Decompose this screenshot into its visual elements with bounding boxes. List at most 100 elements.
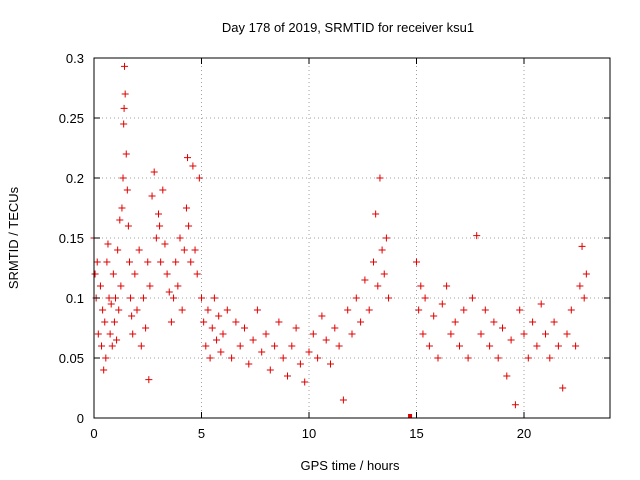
data-point [152, 234, 160, 242]
data-point [533, 342, 541, 350]
data-point [258, 348, 266, 356]
data-point [550, 318, 558, 326]
data-point [419, 330, 427, 338]
data-point [116, 216, 124, 224]
data-point [456, 342, 463, 350]
data-point [118, 204, 126, 212]
data-point [99, 306, 107, 314]
data-point [417, 282, 425, 290]
data-point [195, 174, 203, 182]
data-point [421, 294, 429, 302]
data-point [464, 354, 472, 362]
data-point [382, 234, 390, 242]
data-point [193, 270, 201, 278]
data-point [124, 222, 132, 230]
data-point [301, 378, 309, 386]
data-point [520, 330, 528, 338]
data-point [559, 384, 567, 392]
data-point [241, 324, 248, 332]
data-point [112, 294, 119, 302]
data-point [157, 258, 165, 266]
data-point [582, 270, 590, 278]
data-point [572, 342, 580, 350]
data-point [438, 300, 446, 308]
data-point [213, 336, 221, 344]
data-point [223, 306, 231, 314]
data-point [129, 330, 137, 338]
data-point [318, 312, 326, 320]
data-point [430, 312, 438, 320]
data-point [120, 120, 128, 128]
data-point [108, 342, 116, 350]
data-point [135, 246, 143, 254]
data-point [122, 150, 130, 158]
data-point [208, 324, 216, 332]
data-point [120, 104, 128, 112]
data-point [121, 90, 129, 98]
x-tick-label: 0 [90, 426, 97, 441]
x-tick-label: 15 [409, 426, 423, 441]
data-point [101, 318, 109, 326]
data-point [473, 232, 481, 240]
plot-frame [93, 57, 611, 419]
data-point [106, 330, 114, 338]
data-point [578, 242, 586, 250]
data-point [503, 372, 511, 380]
data-point [215, 312, 223, 320]
data-point [468, 294, 476, 302]
data-point [105, 294, 113, 302]
grid-lines [94, 58, 610, 418]
data-point [385, 294, 393, 302]
data-point [477, 330, 485, 338]
data-point [376, 174, 384, 182]
data-point [494, 354, 502, 362]
y-tick-label: 0 [77, 411, 84, 426]
data-point [170, 294, 178, 302]
data-point [490, 318, 498, 326]
data-point [335, 342, 343, 350]
data-point [275, 318, 283, 326]
data-point [125, 258, 133, 266]
data-point [217, 348, 225, 356]
data-point [144, 258, 152, 266]
data-point [284, 372, 291, 380]
data-point [202, 342, 210, 350]
y-tick-label: 0.25 [59, 111, 84, 126]
data-point [546, 354, 554, 362]
data-point [271, 342, 279, 350]
data-point [104, 240, 112, 248]
data-point [361, 276, 369, 284]
data-point [567, 306, 575, 314]
data-point [113, 336, 121, 344]
data-point [499, 324, 506, 332]
data-point [146, 282, 154, 290]
data-point [374, 282, 382, 290]
y-tick-label: 0.05 [59, 351, 84, 366]
data-point [236, 342, 244, 350]
data-point [542, 330, 549, 338]
y-tick-labels: 0 0.05 0.1 0.15 0.2 0.25 0.3 [59, 51, 84, 426]
data-point [537, 300, 545, 308]
data-point [554, 342, 562, 350]
data-point [161, 240, 169, 248]
data-point [232, 318, 240, 326]
data-point [524, 354, 532, 362]
data-point [507, 336, 515, 344]
chart-title: Day 178 of 2019, SRMTID for receiver ksu… [222, 20, 474, 35]
data-point [133, 306, 141, 314]
data-point [447, 330, 455, 338]
x-tick-label: 10 [302, 426, 316, 441]
data-point [292, 324, 300, 332]
data-point [210, 294, 218, 302]
data-points [90, 62, 590, 418]
data-point [352, 294, 360, 302]
data-point [117, 282, 125, 290]
data-point [204, 306, 212, 314]
data-point [184, 154, 192, 162]
y-tick-label: 0.2 [66, 171, 84, 186]
data-point [182, 204, 190, 212]
data-point [425, 342, 433, 350]
data-point [189, 162, 197, 170]
data-point [511, 401, 519, 409]
